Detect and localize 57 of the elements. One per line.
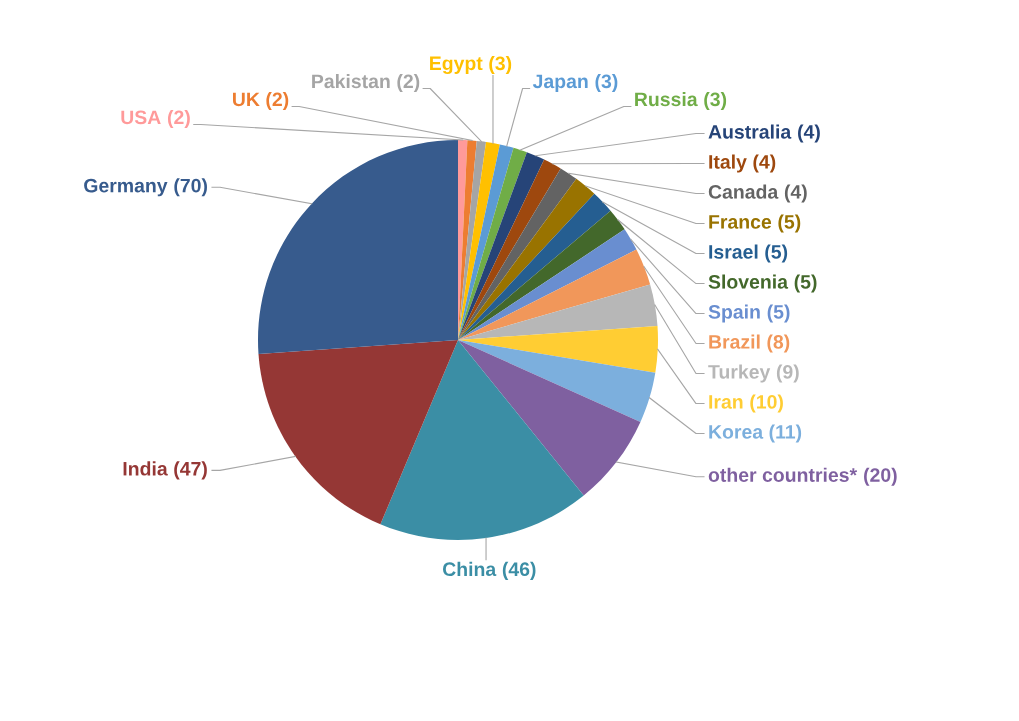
slice-label: Italy [709, 154, 747, 173]
slice-label: China [442, 561, 497, 577]
slice-label: Australia [708, 124, 792, 139]
data-label: (2) [168, 109, 190, 129]
slice-label: Israel [709, 244, 758, 259]
pie-slice [458, 168, 577, 340]
slice-label: Egypt [430, 56, 483, 75]
slice-label: Slovenia [708, 274, 789, 289]
pie-slice [458, 147, 527, 340]
data-label: (46) [502, 561, 536, 580]
slice-label: Spain [708, 304, 760, 323]
pie-slice [458, 284, 658, 340]
pie-slice [458, 193, 611, 340]
data-label: (47) [174, 461, 207, 480]
data-label: (3) [704, 91, 727, 111]
data-label: (5) [767, 304, 790, 323]
data-label: (11) [769, 424, 802, 443]
data-label: (20) [864, 467, 897, 486]
pie-slice [458, 152, 545, 340]
slice-label: Korea [709, 425, 764, 439]
pie-slice [458, 340, 656, 422]
data-label: (2) [397, 73, 420, 93]
data-label: (3) [489, 55, 512, 75]
data-label: (70) [174, 178, 207, 197]
pie-slice [258, 140, 458, 355]
pie-slice [458, 141, 500, 340]
slice-label: India [123, 461, 168, 476]
data-label: (4) [784, 184, 807, 203]
slice-label: USA [121, 110, 161, 125]
data-label: (5) [794, 274, 817, 293]
slice-label: Iran [709, 395, 743, 409]
slice-label: other countries* [708, 467, 858, 482]
pie-slice [458, 325, 658, 373]
slice-label: Turkey [708, 364, 771, 383]
slice-label: Pakistan [312, 73, 390, 89]
data-label: (4) [798, 124, 820, 143]
pie-slice [458, 340, 641, 496]
data-label: (5) [778, 214, 801, 233]
slice-label: Germany [84, 178, 168, 197]
slice-label: Russia [635, 91, 698, 107]
pie-slice [458, 249, 651, 340]
slice-label: Japan [532, 74, 588, 93]
data-label: (9) [776, 364, 799, 383]
data-label: (2) [266, 91, 289, 111]
slice-label: France [709, 215, 772, 229]
data-label: (5) [765, 244, 788, 263]
data-label: (10) [750, 394, 783, 413]
slice-label: UK [233, 92, 260, 107]
data-label: (8) [767, 334, 790, 353]
slice-label: Brazil [709, 334, 760, 349]
slice-label: Canada [708, 184, 779, 199]
pie-slice [458, 229, 637, 340]
pie-slice [458, 210, 625, 340]
data-label: (4) [753, 154, 776, 173]
pie-slice [380, 340, 584, 540]
pie-slice [258, 340, 458, 525]
data-label: (3) [595, 73, 618, 93]
